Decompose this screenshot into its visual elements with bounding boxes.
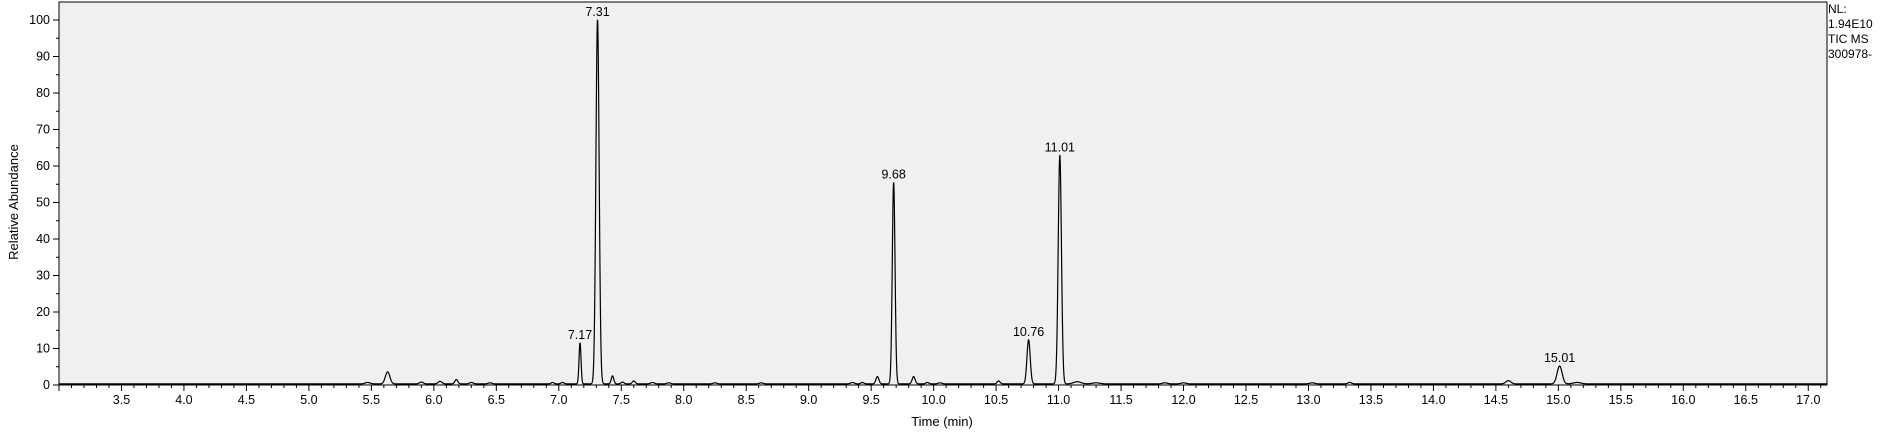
file-name-label: 300978- <box>1828 47 1873 61</box>
x-tick-label: 14.0 <box>1421 393 1445 407</box>
peak-label: 9.68 <box>881 168 905 182</box>
x-tick-label: 16.0 <box>1671 393 1695 407</box>
info-panel: NL: 1.94E10 TIC MS 300978- <box>1828 2 1881 62</box>
y-tick-label: 10 <box>36 342 50 356</box>
x-tick-label: 13.5 <box>1359 393 1383 407</box>
x-tick-label: 9.0 <box>800 393 817 407</box>
y-tick-label: 90 <box>36 50 50 64</box>
y-tick-label: 0 <box>43 378 50 392</box>
y-tick-label: 50 <box>36 196 50 210</box>
y-tick-label: 80 <box>36 86 50 100</box>
x-tick-label: 4.0 <box>175 393 192 407</box>
y-tick-label: 70 <box>36 123 50 137</box>
x-axis-title: Time (min) <box>911 414 973 429</box>
x-tick-label: 11.5 <box>1109 393 1132 407</box>
peak-label: 7.17 <box>568 328 592 342</box>
normalization-value: 1.94E10 <box>1828 17 1873 31</box>
x-tick-label: 7.5 <box>613 393 630 407</box>
x-tick-label: 3.5 <box>113 393 130 407</box>
x-tick-label: 12.0 <box>1171 393 1195 407</box>
peak-label: 15.01 <box>1544 351 1575 365</box>
peak-label: 10.76 <box>1013 325 1044 339</box>
x-tick-label: 4.5 <box>238 393 255 407</box>
x-axis: 3.5 4.0 4.5 5.0 5.5 6.0 6.5 7.0 7.5 8.0 8.5 9.0 9.5 1… <box>58 385 1822 407</box>
y-tick-label: 60 <box>36 159 50 173</box>
peak-label: 7.31 <box>585 5 609 19</box>
y-tick-label: 20 <box>36 305 50 319</box>
x-tick-label: 11.0 <box>1047 393 1070 407</box>
x-tick-label: 7.0 <box>550 393 567 407</box>
x-tick-label: 6.0 <box>425 393 442 407</box>
x-tick-label: 16.5 <box>1734 393 1758 407</box>
peak-labels: 7.17 7.31 9.68 10.76 11.01 15.01 <box>568 5 1575 365</box>
x-tick-label: 15.0 <box>1546 393 1570 407</box>
y-tick-label: 100 <box>29 13 50 27</box>
y-tick-label: 40 <box>36 232 50 246</box>
x-tick-label: 10.5 <box>984 393 1008 407</box>
x-tick-label: 15.5 <box>1609 393 1633 407</box>
plot-area <box>58 1 1828 386</box>
x-tick-label: 5.0 <box>300 393 317 407</box>
x-tick-label: 13.0 <box>1296 393 1320 407</box>
x-tick-label: 10.0 <box>921 393 945 407</box>
peak-label: 11.01 <box>1045 141 1075 155</box>
y-tick-label: 30 <box>36 269 50 283</box>
x-tick-label: 8.5 <box>738 393 755 407</box>
normalization-label: NL: <box>1828 2 1847 16</box>
scan-filter-label: TIC MS <box>1828 32 1869 46</box>
x-tick-label: 8.0 <box>675 393 692 407</box>
x-tick-label: 17.0 <box>1796 393 1820 407</box>
y-axis-title: Relative Abundance <box>6 144 21 260</box>
tic-trace-line <box>59 19 1827 385</box>
x-tick-label: 14.5 <box>1484 393 1508 407</box>
x-tick-label: 6.5 <box>488 393 505 407</box>
x-tick-label: 9.5 <box>862 393 879 407</box>
y-axis: 0 10 20 30 40 50 60 70 80 90 100 <box>29 13 59 392</box>
x-tick-label: 12.5 <box>1234 393 1258 407</box>
x-tick-label: 5.5 <box>363 393 380 407</box>
